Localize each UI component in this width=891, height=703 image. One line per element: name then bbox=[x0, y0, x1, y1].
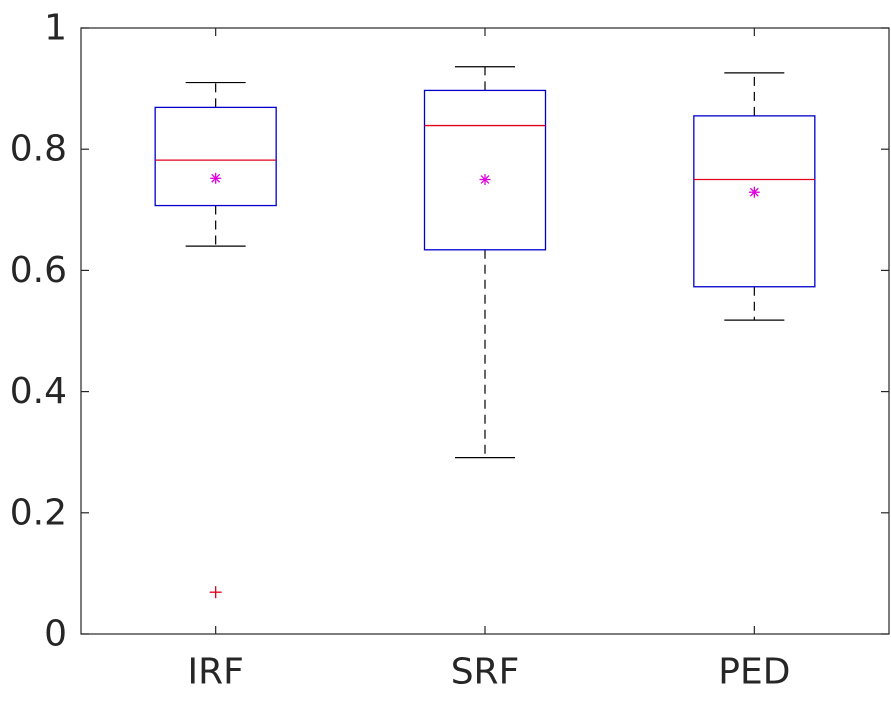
mean-marker-stroke bbox=[480, 175, 490, 184]
box-srf bbox=[423, 66, 547, 459]
iqr-box bbox=[154, 106, 277, 207]
mean-marker bbox=[748, 186, 760, 198]
iqr-box bbox=[423, 89, 547, 251]
box-series bbox=[154, 66, 816, 599]
x-tick-label: IRF bbox=[187, 652, 243, 693]
y-tick-label: 0 bbox=[44, 614, 67, 655]
y-tick-label: 0.4 bbox=[10, 371, 67, 412]
box-irf bbox=[154, 81, 277, 599]
y-tick-label: 0.6 bbox=[10, 250, 67, 291]
y-axis: 0 0.2 0.4 0.6 0.8 1 bbox=[10, 8, 889, 655]
y-tick-label: 1 bbox=[44, 8, 67, 49]
iqr-box bbox=[693, 115, 816, 288]
x-tick-label: PED bbox=[718, 652, 790, 693]
mean-marker-stroke bbox=[749, 187, 759, 197]
x-tick-label: SRF bbox=[451, 652, 520, 693]
box-ped bbox=[693, 72, 816, 321]
mean-marker bbox=[210, 172, 222, 184]
mean-marker bbox=[479, 174, 491, 185]
y-tick-label: 0.8 bbox=[10, 129, 67, 170]
outlier-marker bbox=[209, 586, 222, 599]
y-tick-label: 0.2 bbox=[10, 492, 67, 533]
x-axis: IRF SRF PED bbox=[187, 28, 790, 693]
mean-marker-stroke bbox=[211, 173, 221, 183]
